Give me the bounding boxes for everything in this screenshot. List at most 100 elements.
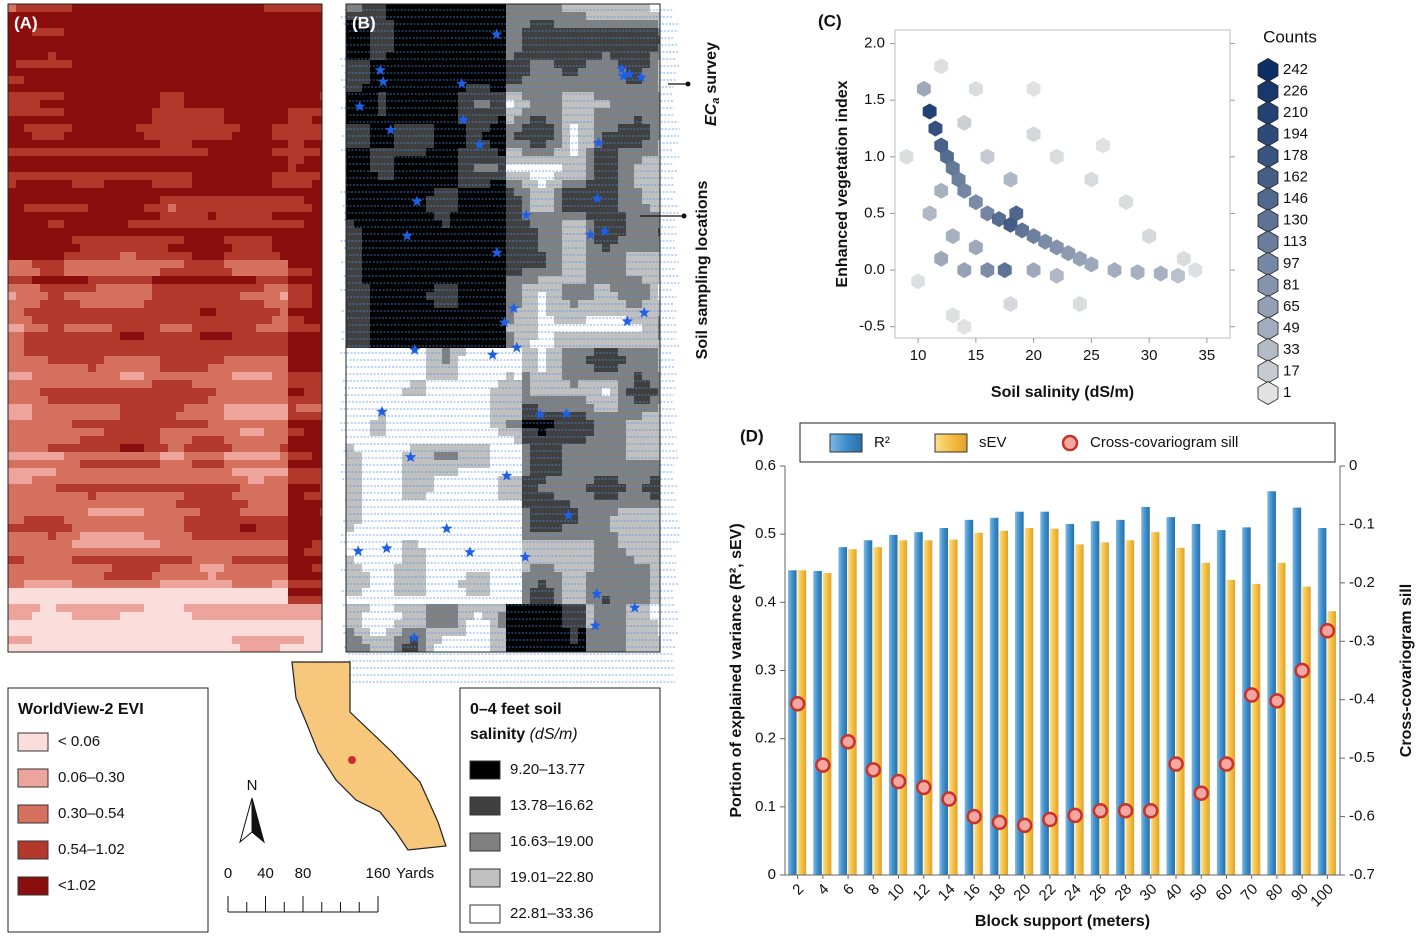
map-cell	[184, 140, 192, 148]
map-cell	[650, 156, 658, 164]
map-cell	[160, 564, 168, 572]
map-cell	[184, 404, 192, 412]
map-cell	[64, 156, 72, 164]
map-cell	[120, 268, 128, 276]
map-cell	[474, 180, 482, 188]
map-cell	[570, 332, 578, 340]
map-cell	[570, 4, 578, 12]
map-cell	[466, 116, 474, 124]
map-cell	[304, 332, 312, 340]
map-cell	[296, 516, 304, 524]
map-cell	[224, 324, 232, 332]
map-cell	[522, 68, 530, 76]
map-cell	[16, 212, 24, 220]
map-cell	[24, 348, 32, 356]
map-cell	[272, 596, 280, 604]
map-cell	[160, 284, 168, 292]
map-cell	[8, 12, 16, 20]
map-cell	[72, 100, 80, 108]
map-cell	[346, 180, 354, 188]
map-cell	[264, 188, 272, 196]
map-cell	[224, 548, 232, 556]
map-cell	[112, 36, 120, 44]
map-cell	[562, 20, 570, 28]
map-cell	[474, 236, 482, 244]
map-cell	[88, 284, 96, 292]
map-cell	[256, 228, 264, 236]
map-cell	[208, 4, 216, 12]
map-cell	[72, 508, 80, 516]
map-cell	[442, 220, 450, 228]
map-cell	[642, 156, 650, 164]
map-cell	[152, 60, 160, 68]
map-cell	[410, 340, 418, 348]
map-cell	[272, 476, 280, 484]
map-cell	[144, 76, 152, 84]
map-cell	[160, 492, 168, 500]
map-cell	[538, 12, 546, 20]
map-cell	[8, 436, 16, 444]
map-cell	[530, 84, 538, 92]
map-cell	[626, 148, 634, 156]
map-cell	[378, 12, 386, 20]
map-cell	[176, 516, 184, 524]
map-cell	[506, 12, 514, 20]
map-cell	[288, 500, 296, 508]
map-cell	[88, 620, 96, 628]
map-cell	[104, 244, 112, 252]
map-cell	[546, 172, 554, 180]
map-cell	[208, 404, 216, 412]
map-cell	[304, 492, 312, 500]
map-cell	[152, 644, 160, 652]
map-cell	[224, 388, 232, 396]
map-cell	[112, 444, 120, 452]
map-cell	[208, 428, 216, 436]
map-cell	[658, 284, 660, 292]
map-cell	[240, 108, 248, 116]
map-cell	[296, 420, 304, 428]
map-cell	[602, 164, 610, 172]
map-cell	[40, 100, 48, 108]
map-cell	[192, 612, 200, 620]
map-cell	[40, 356, 48, 364]
map-cell	[24, 36, 32, 44]
map-cell	[208, 252, 216, 260]
map-cell	[642, 260, 650, 268]
map-cell	[192, 140, 200, 148]
map-cell	[136, 116, 144, 124]
map-cell	[128, 516, 136, 524]
map-cell	[394, 164, 402, 172]
map-cell	[120, 460, 128, 468]
map-cell	[80, 596, 88, 604]
map-cell	[128, 260, 136, 268]
map-cell	[474, 204, 482, 212]
map-cell	[256, 396, 264, 404]
map-cell	[88, 172, 96, 180]
map-cell	[530, 52, 538, 60]
map-cell	[200, 420, 208, 428]
map-cell	[522, 76, 530, 84]
map-cell	[200, 132, 208, 140]
map-cell	[56, 612, 64, 620]
map-cell	[402, 308, 410, 316]
map-cell	[594, 44, 602, 52]
map-cell	[618, 204, 626, 212]
map-cell	[450, 196, 458, 204]
map-cell	[128, 532, 136, 540]
map-cell	[152, 260, 160, 268]
map-cell	[120, 644, 128, 652]
map-cell	[312, 532, 320, 540]
map-cell	[618, 68, 626, 76]
map-cell	[72, 116, 80, 124]
map-cell	[304, 428, 312, 436]
map-cell	[200, 636, 208, 644]
map-cell	[24, 428, 32, 436]
map-cell	[16, 4, 24, 12]
map-cell	[120, 116, 128, 124]
map-cell	[168, 572, 176, 580]
map-cell	[128, 204, 136, 212]
map-cell	[192, 28, 200, 36]
map-cell	[514, 324, 522, 332]
map-cell	[304, 316, 312, 324]
map-cell	[354, 236, 362, 244]
